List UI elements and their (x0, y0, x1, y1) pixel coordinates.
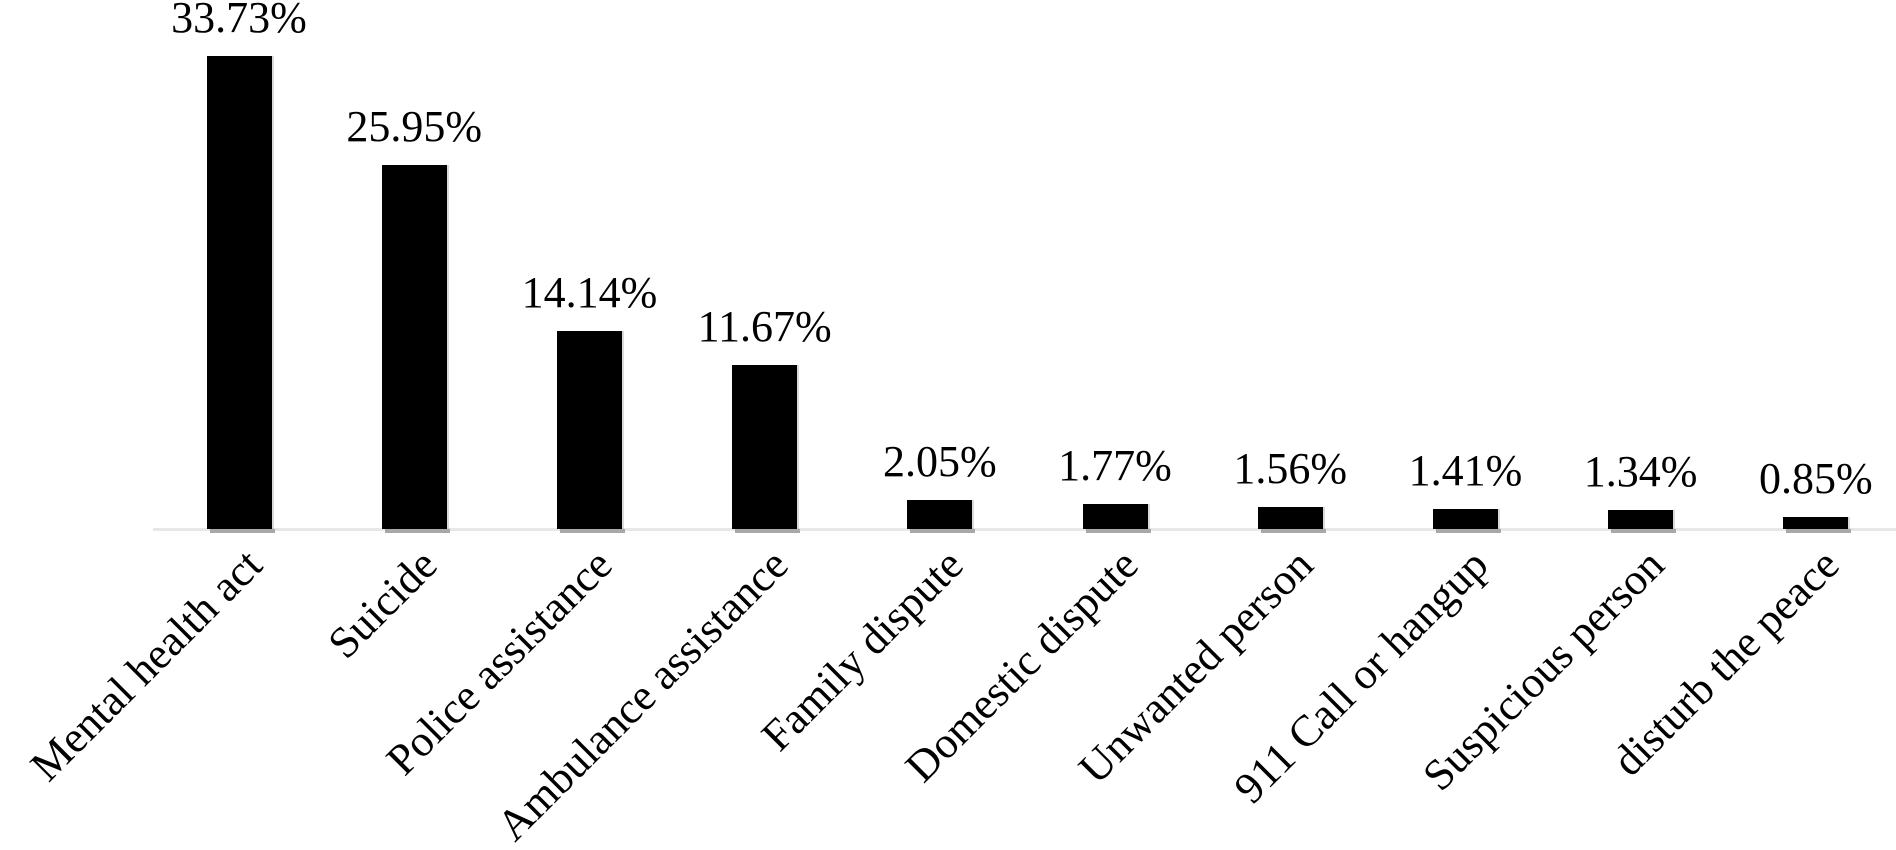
bar (907, 500, 976, 533)
bar (206, 56, 275, 533)
bar-value-label: 33.73% (171, 0, 307, 42)
bar (1082, 504, 1151, 533)
bar (732, 365, 801, 533)
x-axis-line (153, 528, 1896, 531)
bar (1608, 510, 1677, 533)
bar (1257, 507, 1326, 533)
bar (556, 331, 625, 533)
bar-value-label: 0.85% (1758, 454, 1873, 503)
bar-value-label: 1.34% (1583, 447, 1698, 496)
bar-value-label: 1.41% (1408, 446, 1523, 495)
bar (1432, 509, 1501, 533)
bar (381, 165, 450, 533)
bar-value-label: 14.14% (521, 268, 658, 317)
bar-value-label: 1.77% (1058, 441, 1172, 490)
bar-value-label: 2.05% (882, 437, 997, 486)
bar-value-label: 1.56% (1233, 444, 1348, 493)
bar-value-label: 11.67% (697, 302, 832, 351)
bar (1783, 517, 1852, 533)
x-axis-category-label: Mental health act (20, 539, 272, 791)
bar-value-label: 25.95% (346, 102, 483, 151)
